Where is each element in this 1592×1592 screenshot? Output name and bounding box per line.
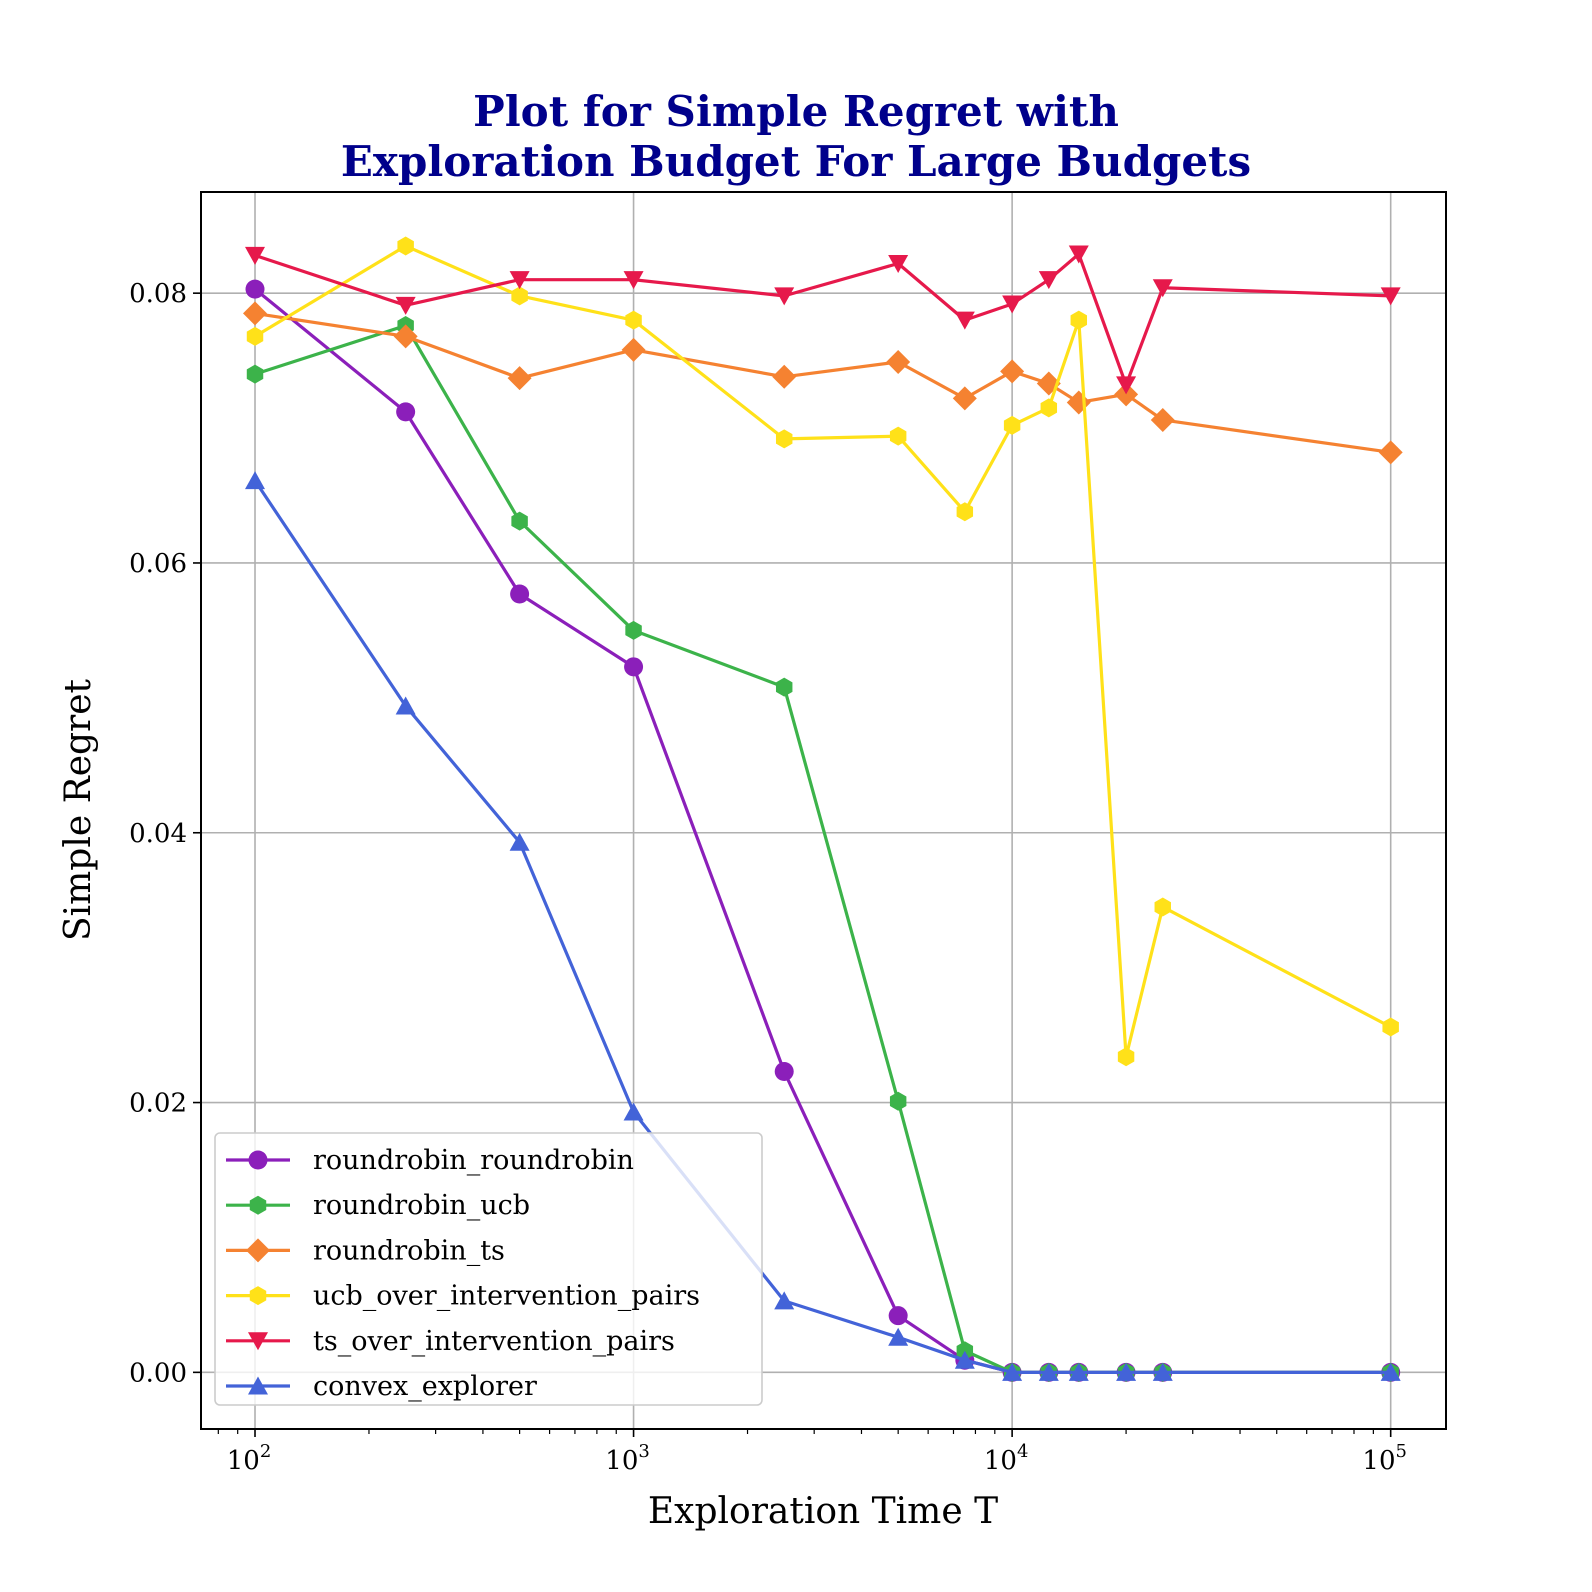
- data-point: [510, 584, 530, 604]
- data-point: [245, 471, 266, 490]
- data-point: [246, 364, 264, 384]
- data-point: [1038, 1362, 1059, 1381]
- legend-label: roundrobin_ts: [313, 1235, 505, 1266]
- series-convex_explorer: [245, 471, 1401, 1381]
- data-point: [1038, 271, 1059, 290]
- y-tick-label: 0.02: [129, 1089, 187, 1119]
- x-tick-label: 105: [1362, 1441, 1407, 1476]
- data-point: [1117, 1047, 1135, 1067]
- data-point: [775, 429, 793, 449]
- y-tick-label: 0.04: [129, 819, 187, 849]
- data-point: [1003, 415, 1021, 435]
- plot-area: [243, 236, 1403, 1382]
- data-point: [1382, 1017, 1399, 1037]
- data-point: [888, 1306, 908, 1326]
- legend-item: roundrobin_ucb: [226, 1190, 530, 1221]
- data-point: [623, 271, 644, 290]
- data-point: [395, 296, 416, 315]
- data-point: [1152, 1362, 1173, 1381]
- data-point: [774, 1062, 794, 1082]
- data-point: [954, 1350, 975, 1369]
- data-point: [956, 502, 974, 522]
- legend-marker: [249, 1286, 267, 1306]
- data-point: [623, 1102, 644, 1121]
- data-point: [889, 426, 907, 446]
- data-point: [625, 620, 642, 640]
- data-point: [243, 301, 268, 326]
- data-point: [1380, 287, 1401, 306]
- legend-marker: [248, 1150, 268, 1170]
- data-point: [1002, 295, 1023, 314]
- legend-marker: [249, 1195, 267, 1215]
- legend-item: convex_explorer: [226, 1371, 537, 1402]
- legend-item: roundrobin_ts: [226, 1235, 505, 1266]
- data-point: [1002, 1362, 1023, 1381]
- data-point: [888, 254, 909, 273]
- data-point: [774, 287, 795, 306]
- data-point: [395, 696, 416, 715]
- data-point: [509, 271, 530, 290]
- legend-label: roundrobin_ucb: [313, 1190, 530, 1221]
- y-tick-label: 0.06: [129, 549, 187, 579]
- data-point: [397, 236, 414, 256]
- legend: roundrobin_roundrobin roundrobin_ucbround…: [214, 1132, 763, 1406]
- data-point: [393, 324, 418, 349]
- legend-item: ts_over_intervention_pairs: [226, 1326, 675, 1357]
- data-point: [886, 349, 911, 374]
- data-point: [772, 364, 797, 389]
- chart-title-line-2: Exploration Budget For Large Budgets: [341, 137, 1251, 186]
- data-point: [396, 402, 416, 422]
- data-point: [1380, 1362, 1401, 1381]
- data-point: [1040, 398, 1058, 418]
- legend-marker: [248, 1376, 268, 1395]
- data-point: [245, 279, 265, 299]
- data-point: [1070, 310, 1088, 330]
- data-point: [1150, 407, 1175, 432]
- data-point: [625, 310, 642, 330]
- legend-item: ucb_over_intervention_pairs: [226, 1281, 700, 1312]
- legend-label: ucb_over_intervention_pairs: [313, 1281, 700, 1312]
- data-point: [775, 677, 793, 697]
- data-point: [1068, 1362, 1089, 1381]
- chart-title-line-1: Plot for Simple Regret with: [473, 87, 1119, 136]
- data-point: [1116, 376, 1137, 395]
- data-point: [1068, 245, 1089, 264]
- data-point: [624, 657, 644, 677]
- legend-label: convex_explorer: [313, 1371, 537, 1402]
- legend-box: [214, 1132, 763, 1406]
- data-point: [1378, 440, 1403, 465]
- data-point: [1000, 359, 1025, 384]
- data-point: [889, 1091, 907, 1111]
- y-tick-label: 0.08: [129, 279, 187, 309]
- series-ucb_over_intervention_pairs: [246, 236, 1399, 1067]
- data-point: [507, 366, 532, 391]
- x-axis-label: Exploration Time T: [648, 1491, 998, 1532]
- data-point: [621, 337, 646, 362]
- data-point: [1116, 1362, 1137, 1381]
- y-axis-label: Simple Regret: [58, 678, 99, 941]
- data-point: [954, 311, 975, 330]
- data-point: [888, 1327, 909, 1346]
- legend-item: roundrobin_roundrobin: [226, 1145, 634, 1176]
- data-point: [1152, 279, 1173, 298]
- legend-marker: [248, 1332, 268, 1351]
- data-point: [774, 1291, 795, 1310]
- y-tick-label: 0.00: [129, 1358, 187, 1388]
- data-point: [511, 286, 528, 306]
- data-point: [245, 246, 266, 265]
- legend-marker: [246, 1238, 270, 1263]
- data-point: [246, 326, 264, 346]
- legend-label: ts_over_intervention_pairs: [313, 1326, 675, 1357]
- data-point: [1154, 897, 1171, 917]
- plot-frame: [200, 191, 1447, 1430]
- data-point: [511, 511, 528, 531]
- data-point: [509, 832, 530, 851]
- series-ts_over_intervention_pairs: [245, 245, 1401, 395]
- data-point: [952, 386, 977, 411]
- legend-label: roundrobin_roundrobin: [313, 1145, 634, 1176]
